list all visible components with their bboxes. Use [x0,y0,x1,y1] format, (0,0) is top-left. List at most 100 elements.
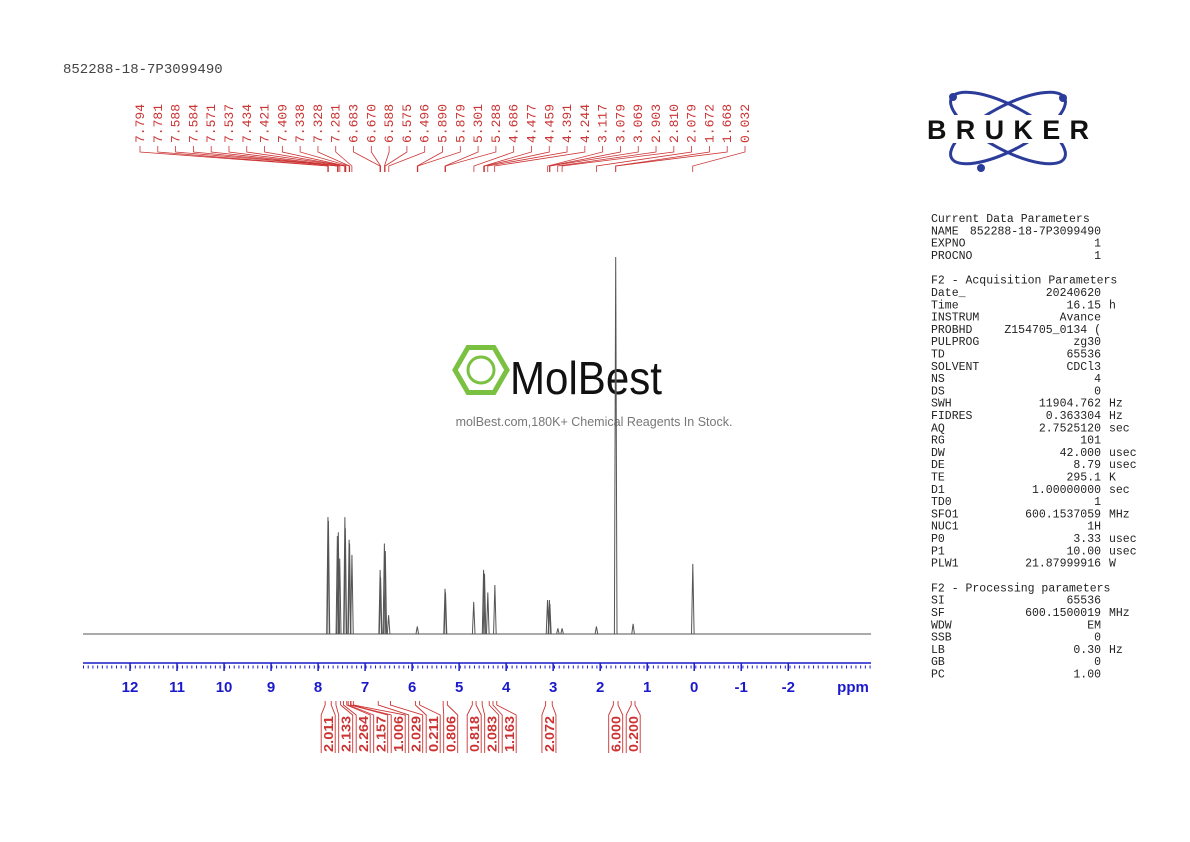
peak-label-leader [692,146,746,172]
param-value: zg30 [1073,336,1101,349]
peak-label-leader [388,146,426,172]
integral-bracket [625,701,641,753]
param-name: Time [931,299,959,312]
peak-label: 3.079 [613,104,628,143]
peak-label: 1.668 [720,104,735,143]
param-name: SI [931,595,945,608]
peak-label: 2.903 [649,104,664,143]
param-value: Avance [1060,312,1102,325]
param-value: 16.15 [1066,299,1101,312]
param-value: EM [1087,619,1101,632]
param-value: 1 [1094,250,1101,263]
bruker-logo: BRUKER [924,90,1092,172]
peak [326,520,331,635]
peak-label: 7.571 [204,104,219,143]
x-tick-label: 12 [122,679,139,696]
peak-label-leader [487,146,568,172]
x-tick-label: 10 [216,679,233,696]
peak [347,543,352,635]
integral-label: 0.211 [426,716,441,752]
peak-label: 6.575 [400,104,415,143]
peak-label-leader [384,146,408,172]
peak-label: 7.328 [311,104,326,143]
param-unit: K [1109,472,1116,485]
peak [337,558,342,635]
peak [594,626,599,635]
peak-label: 7.584 [186,104,201,143]
param-value: 0.30 [1073,644,1101,657]
x-tick-label: 2 [596,679,604,696]
peak-label: 7.409 [275,104,290,143]
param-value: 1H [1087,521,1101,534]
param-name: PULPROG [931,336,979,349]
peak-label: 7.421 [258,104,273,143]
param-value: 600.1500019 [1025,607,1101,620]
integral-label: 0.806 [444,716,459,752]
x-axis-label: ppm [837,679,869,696]
param-unit: Hz [1109,644,1123,657]
peak [415,626,420,635]
param-value: 0 [1094,385,1101,398]
param-value: 0.363304 [1046,410,1101,423]
peak-label: 6.683 [347,104,362,143]
integral-label: 2.157 [374,716,389,752]
peak-label-leader [335,146,353,172]
integral-label: 1.006 [391,716,406,752]
x-tick-label: -1 [735,679,748,696]
param-value: 11904.762 [1039,398,1101,411]
peak [482,573,487,635]
param-value: 1 [1094,496,1101,509]
param-name: Date_ [931,287,966,300]
peak-label: 4.686 [507,104,522,143]
param-name: DE [931,459,945,472]
param-name: LB [931,644,945,657]
peak-label-leader [384,146,390,172]
param-unit: usec [1109,533,1137,546]
integral-bracket [466,701,482,753]
param-section-title: Current Data Parameters [931,213,1090,226]
peak-label-leader [561,146,675,172]
param-value: 852288-18-7P3099490 [970,225,1101,238]
param-value: 0 [1094,632,1101,645]
peak [471,601,476,635]
x-tick-label: 3 [549,679,557,696]
param-name: INSTRUM [931,312,979,325]
param-name: P0 [931,533,945,546]
peak [493,584,497,635]
peak-label-leader [473,146,515,172]
peak-label-leader [615,146,710,172]
peak-label: 5.890 [436,104,451,143]
param-name: NAME [931,225,959,238]
peak-label: 3.069 [631,104,646,143]
param-value: 8.79 [1073,459,1101,472]
param-value: 101 [1080,435,1101,448]
peak [350,554,354,635]
logo-dot [977,164,985,172]
watermark-ring [466,355,496,385]
peak-label-leader [299,146,350,172]
param-name: NS [931,373,945,386]
param-name: D1 [931,484,945,497]
x-tick-label: 5 [455,679,463,696]
integral-bracket [377,701,424,753]
param-value: 42.000 [1060,447,1102,460]
peak-label-leader [484,146,550,172]
peak-label-leader [596,146,693,172]
peak-label: 3.117 [596,104,611,143]
param-name: DS [931,385,945,398]
param-name: FIDRES [931,410,973,423]
peak-label-leader [444,146,479,172]
integral-bracket [335,701,354,753]
param-unit: usec [1109,459,1137,472]
x-tick-label: -2 [782,679,795,696]
x-tick-label: 8 [314,679,322,696]
peak-label-leader [557,146,657,172]
param-name: SOLVENT [931,361,979,374]
peak-label-leader [281,146,347,172]
param-name: SSB [931,632,952,645]
integral-label: 2.072 [542,716,557,752]
integral-bracket [320,701,336,753]
peak-label-leader [264,146,346,172]
param-value: 10.00 [1066,545,1101,558]
peak [378,577,383,635]
